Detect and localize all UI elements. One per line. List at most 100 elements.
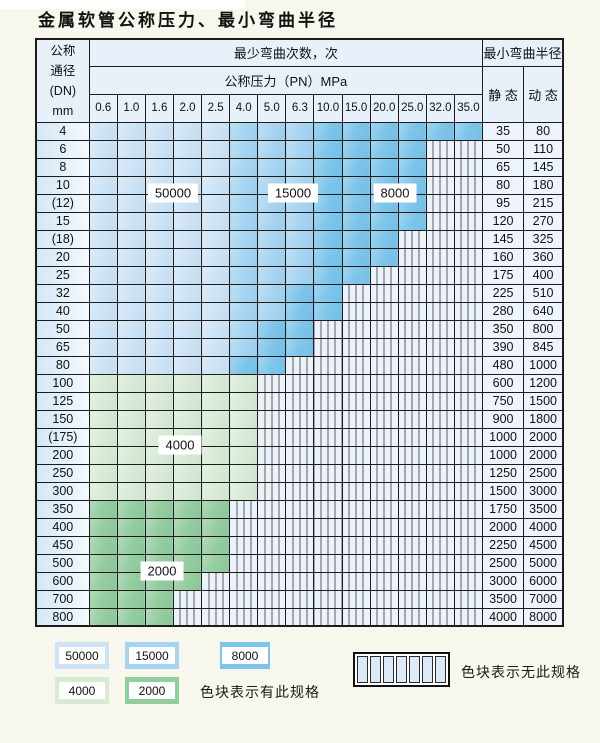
no-spec-cell [425,265,455,285]
pressure-col-5.0: 5.0 [257,93,287,123]
spec-cell [201,283,231,303]
no-spec-cell [397,229,427,249]
spec-cell [116,499,146,519]
no-spec-cell [285,445,315,465]
table-row: 200 1000 2000 [35,445,564,465]
spec-cell [172,319,203,339]
no-spec-cell [425,463,455,483]
pressure-col-0.6: 0.6 [88,93,118,123]
legend-has-spec-text: 色块表示有此规格 [200,684,320,700]
no-spec-cell [453,553,484,573]
spec-cell [257,337,287,357]
spec-cell [201,553,231,573]
no-spec-cell [453,517,484,537]
spec-cell [257,139,287,159]
spec-cell [313,247,343,267]
spec-cell [144,607,174,627]
spec-cell [144,211,174,231]
spec-cell [285,265,315,285]
spec-cell [88,481,118,501]
no-spec-cell [425,589,455,609]
spec-cell [172,337,203,357]
spec-cell [88,607,118,627]
spec-cell [144,481,174,501]
spec-cell [172,301,203,321]
spec-cell [285,247,315,267]
legend-swatch-15000: 15000 [125,642,179,669]
legend-no-spec-swatch [353,652,450,687]
page-title: 金属软管公称压力、最小弯曲半径 [38,11,338,31]
pressure-col-35.0: 35.0 [453,93,484,123]
dynamic-cell: 845 [523,337,564,357]
static-cell: 120 [482,211,525,231]
spec-cell [201,121,231,141]
no-spec-cell [369,265,399,285]
no-spec-cell [201,571,231,591]
dn-cell: 6 [35,139,90,159]
dn-cell: (175) [35,427,90,447]
no-spec-cell [453,409,484,429]
spec-cell [88,535,118,555]
spec-cell [201,157,231,177]
static-cell: 3000 [482,571,525,591]
no-spec-cell [425,445,455,465]
no-spec-cell [341,409,371,429]
spec-cell [88,301,118,321]
no-spec-cell [229,607,259,627]
no-spec-cell [313,553,343,573]
dn-cell: 8 [35,157,90,177]
dynamic-cell: 1000 [523,355,564,375]
dn-cell: 700 [35,589,90,609]
no-spec-cell [257,499,287,519]
spec-cell [201,499,231,519]
dynamic-cell: 5000 [523,553,564,573]
no-spec-cell [425,139,455,159]
dn-cell: 10 [35,175,90,195]
no-spec-cell [257,589,287,609]
no-spec-cell [453,355,484,375]
no-spec-cell [313,571,343,591]
no-spec-cell [425,373,455,393]
no-spec-cell [425,211,455,231]
dynamic-cell: 800 [523,319,564,339]
no-spec-cell [425,535,455,555]
spec-cell [313,175,343,195]
dn-corner-line: (DN) [49,83,77,98]
no-spec-cell [285,553,315,573]
hatch-strip [370,656,381,683]
spec-cell [116,571,146,591]
static-cell: 1750 [482,499,525,519]
spec-cell [229,409,259,429]
spec-cell [88,409,118,429]
no-spec-cell [453,427,484,447]
spec-cell [172,355,203,375]
no-spec-cell [285,355,315,375]
scan-artifact-strip [0,0,245,9]
table-row: 600 3000 6000 [35,571,564,591]
spec-cell [201,463,231,483]
no-spec-cell [285,589,315,609]
spec-cell [369,229,399,249]
spec-cell [229,283,259,303]
table-row: 20 160 360 [35,247,564,267]
no-spec-cell [341,571,371,591]
table-row: 25 175 400 [35,265,564,285]
no-spec-cell [397,283,427,303]
spec-cell [116,265,146,285]
no-spec-cell [425,427,455,447]
dynamic-cell: 270 [523,211,564,231]
no-spec-cell [285,481,315,501]
no-spec-cell [313,445,343,465]
no-spec-cell [257,517,287,537]
spec-cell [201,373,231,393]
spec-cell [201,319,231,339]
no-spec-cell [257,607,287,627]
hatch-strip [435,656,446,683]
spec-cell [229,175,259,195]
spec-cell [88,319,118,339]
spec-cell [201,139,231,159]
no-spec-cell [453,391,484,411]
no-spec-cell [425,157,455,177]
no-spec-cell [397,607,427,627]
spec-cell [341,211,371,231]
